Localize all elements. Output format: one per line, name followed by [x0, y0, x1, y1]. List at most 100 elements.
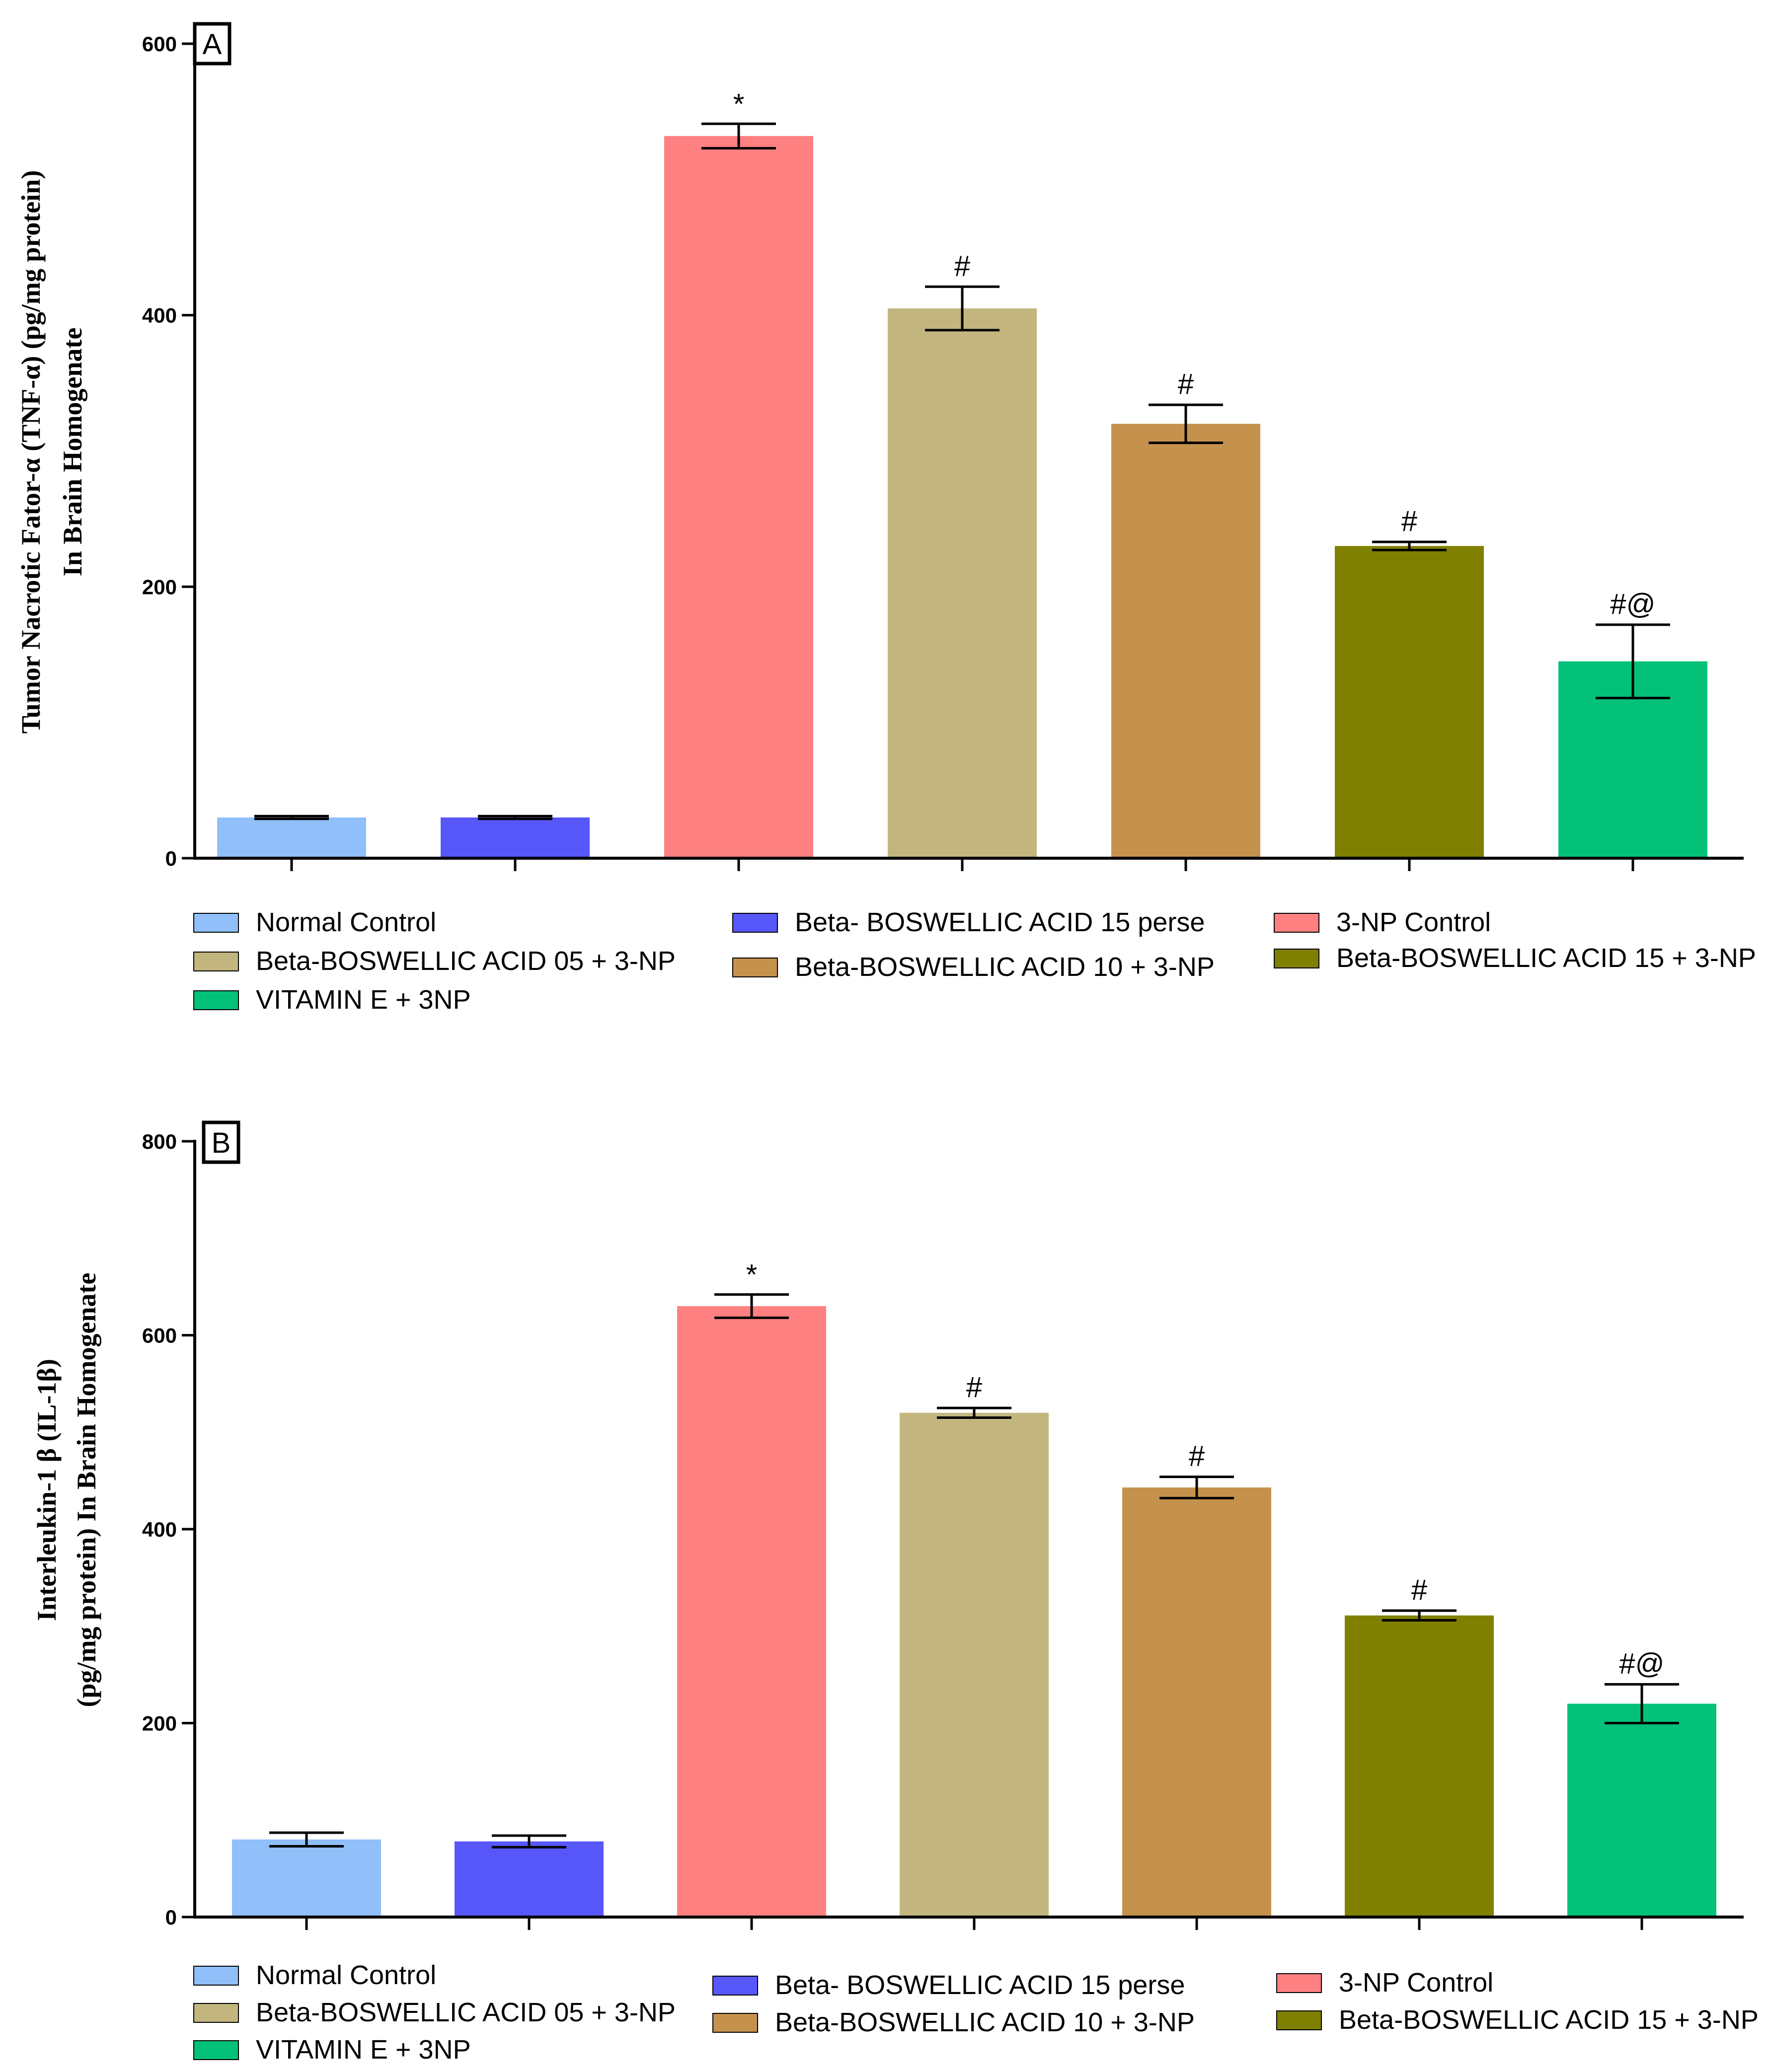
- y-tick-label-4: 800: [142, 1130, 177, 1153]
- legend-swatch: [193, 990, 239, 1010]
- legend: Normal Control Beta- BOSWELLIC ACID 15 pe…: [193, 1960, 1759, 2065]
- panel-label: A: [203, 28, 222, 61]
- bar-3: [677, 1306, 826, 1917]
- error-bar-6: [1372, 540, 1447, 552]
- y-tick-label-2: 400: [142, 1518, 177, 1541]
- legend-item-6: Beta-BOSWELLIC ACID 15 + 3-NP: [1276, 2005, 1759, 2035]
- legend-item-4: Beta-BOSWELLIC ACID 05 + 3-NP: [193, 946, 676, 976]
- significance-label-5: #: [1178, 368, 1194, 400]
- legend-label: Beta- BOSWELLIC ACID 15 perse: [775, 1970, 1185, 2000]
- legend-swatch: [1276, 1973, 1322, 1993]
- y-tick-label-0: 0: [165, 1906, 177, 1929]
- error-bar-3: [701, 122, 776, 149]
- bar-6: [1335, 546, 1484, 858]
- bar-7: [1567, 1703, 1716, 1917]
- error-bar-4: [937, 1406, 1011, 1419]
- legend-swatch: [712, 1976, 758, 1996]
- significance-label-6: #: [1411, 1574, 1427, 1606]
- legend-label: Normal Control: [256, 1960, 436, 1990]
- significance-label-6: #: [1401, 505, 1417, 537]
- legend-label: Beta-BOSWELLIC ACID 15 + 3-NP: [1339, 2005, 1759, 2035]
- legend-item-2: Beta- BOSWELLIC ACID 15 perse: [712, 1970, 1185, 2000]
- bar-4: [888, 308, 1037, 858]
- significance-label-3: *: [746, 1258, 758, 1291]
- bar-6: [1345, 1615, 1494, 1917]
- error-bar-2: [478, 814, 552, 820]
- legend-label: Beta-BOSWELLIC ACID 05 + 3-NP: [256, 946, 676, 976]
- legend-label: VITAMIN E + 3NP: [256, 2035, 471, 2065]
- bar-4: [900, 1412, 1049, 1917]
- significance-label-4: #: [966, 1371, 982, 1404]
- y-tick-label-0: 0: [165, 847, 177, 870]
- error-bar-6: [1382, 1609, 1457, 1622]
- y-tick-label-1: 200: [142, 575, 177, 598]
- y-axis-label-line-2: In Brain Homogenate: [58, 327, 87, 576]
- bar-2: [441, 817, 590, 858]
- legend: Normal Control Beta- BOSWELLIC ACID 15 pe…: [193, 907, 1756, 1015]
- legend-swatch: [712, 2013, 758, 2033]
- error-bar-5: [1149, 403, 1223, 444]
- error-bar-4: [925, 285, 1000, 332]
- legend-item-3: 3-NP Control: [1276, 1968, 1493, 1998]
- error-bar-3: [714, 1293, 789, 1319]
- legend-swatch: [193, 1966, 239, 1986]
- y-tick-label-1: 200: [142, 1712, 177, 1735]
- error-bar-1: [269, 1831, 344, 1848]
- bar-2: [455, 1841, 604, 1917]
- panel-label: B: [212, 1127, 231, 1159]
- significance-label-5: #: [1189, 1440, 1205, 1473]
- panel-A: * # # # #@ 0 200 400 600 Tumor Nacrotic Fator-α (…: [16, 22, 1756, 1015]
- panel-B: * # # # #@ 0 200 400 600 800 Interleukin-1 β (IL-1…: [32, 1120, 1759, 2065]
- legend-label: Beta- BOSWELLIC ACID 15 perse: [795, 907, 1205, 937]
- significance-label-3: *: [733, 88, 745, 120]
- y-tick-label-3: 600: [142, 1324, 177, 1347]
- legend-item-5: Beta-BOSWELLIC ACID 10 + 3-NP: [732, 952, 1215, 982]
- legend-item-7: VITAMIN E + 3NP: [193, 985, 471, 1015]
- legend-item-1: Normal Control: [193, 1960, 436, 1990]
- legend-label: Normal Control: [256, 907, 436, 937]
- y-tick-label-2: 400: [142, 304, 177, 327]
- error-bar-1: [254, 814, 329, 820]
- legend-swatch: [193, 913, 239, 933]
- error-bar-7: [1596, 623, 1670, 699]
- legend-item-2: Beta- BOSWELLIC ACID 15 perse: [732, 907, 1205, 937]
- bar-5: [1122, 1487, 1271, 1917]
- bar-5: [1111, 424, 1260, 858]
- bar-3: [664, 136, 813, 858]
- legend-label: Beta-BOSWELLIC ACID 10 + 3-NP: [775, 2007, 1195, 2037]
- panel-label-box: [193, 22, 231, 66]
- legend-item-3: 3-NP Control: [1274, 907, 1491, 937]
- legend-item-7: VITAMIN E + 3NP: [193, 2035, 471, 2065]
- legend-swatch: [732, 913, 778, 933]
- bar-1: [232, 1839, 381, 1917]
- legend-label: Beta-BOSWELLIC ACID 15 + 3-NP: [1336, 943, 1756, 973]
- panel-label-box: [202, 1120, 240, 1164]
- legend-swatch: [1276, 2010, 1322, 2030]
- legend-swatch: [732, 958, 778, 977]
- legend-swatch: [1274, 913, 1319, 933]
- legend-label: 3-NP Control: [1339, 1968, 1493, 1998]
- error-bar-5: [1159, 1476, 1234, 1500]
- significance-label-7: #@: [1610, 588, 1655, 620]
- legend-label: 3-NP Control: [1336, 907, 1491, 937]
- y-axis-label-line-2: (pg/mg protein) In Brain Homogenate: [72, 1273, 101, 1707]
- bar-1: [217, 817, 366, 858]
- significance-label-4: #: [954, 250, 970, 282]
- legend-swatch: [193, 2040, 239, 2060]
- significance-label-7: #@: [1619, 1647, 1664, 1680]
- legend-item-1: Normal Control: [193, 907, 436, 937]
- error-bar-2: [492, 1834, 566, 1849]
- y-tick-label-3: 600: [142, 32, 177, 56]
- legend-label: Beta-BOSWELLIC ACID 05 + 3-NP: [256, 1998, 676, 2027]
- legend-swatch: [193, 952, 239, 971]
- legend-item-4: Beta-BOSWELLIC ACID 05 + 3-NP: [193, 1998, 676, 2027]
- y-axis-label-line-1: Interleukin-1 β (IL-1β): [32, 1359, 62, 1621]
- error-bar-7: [1605, 1683, 1679, 1724]
- legend-swatch: [193, 2003, 239, 2023]
- legend-label: VITAMIN E + 3NP: [256, 985, 471, 1015]
- legend-item-6: Beta-BOSWELLIC ACID 15 + 3-NP: [1274, 943, 1756, 973]
- legend-swatch: [1274, 949, 1319, 968]
- legend-item-5: Beta-BOSWELLIC ACID 10 + 3-NP: [712, 2007, 1195, 2037]
- legend-label: Beta-BOSWELLIC ACID 10 + 3-NP: [795, 952, 1215, 982]
